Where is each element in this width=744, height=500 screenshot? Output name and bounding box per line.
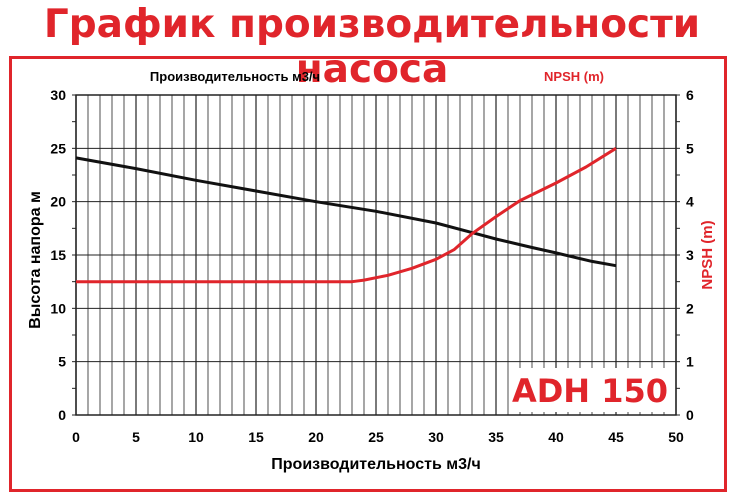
plot-area xyxy=(75,94,677,416)
y2-tick-label: 4 xyxy=(686,194,694,210)
x-tick-label: 40 xyxy=(548,429,564,445)
y2-tick-label: 0 xyxy=(686,407,694,423)
model-label: ADH 150 xyxy=(512,372,668,410)
y-tick-label: 10 xyxy=(50,300,66,316)
x-tick-label: 50 xyxy=(668,429,684,445)
x-tick-label: 45 xyxy=(608,429,624,445)
head-curve xyxy=(75,156,617,268)
y2-axis-label: NPSH (m) xyxy=(699,220,716,289)
y-tick-label: 5 xyxy=(58,354,66,370)
chart-frame xyxy=(9,56,727,492)
x-tick-label: 25 xyxy=(368,429,384,445)
top-axis-label: Производительность м3/ч xyxy=(150,69,320,84)
y-tick-label: 25 xyxy=(50,140,66,156)
npsh-top-label: NPSH (m) xyxy=(544,69,604,84)
x-tick-label: 35 xyxy=(488,429,504,445)
y2-tick-label: 1 xyxy=(686,354,694,370)
page-title: График производительности насоса xyxy=(43,2,701,92)
y-tick-label: 20 xyxy=(50,194,66,210)
model-label-bg xyxy=(512,368,670,412)
y-tick-label: 15 xyxy=(50,247,66,263)
y-axis-label: Высота напора м xyxy=(27,191,44,329)
y-tick-label: 30 xyxy=(50,87,66,103)
y-tick-label: 0 xyxy=(58,407,66,423)
y2-tick-label: 6 xyxy=(686,87,694,103)
x-tick-label: 5 xyxy=(132,429,140,445)
x-tick-label: 30 xyxy=(428,429,444,445)
x-tick-label: 20 xyxy=(308,429,324,445)
npsh-curve xyxy=(76,147,617,284)
y2-tick-label: 2 xyxy=(686,300,694,316)
x-axis-label: Производительность м3/ч xyxy=(271,456,480,473)
x-tick-label: 0 xyxy=(72,429,80,445)
y2-tick-label: 3 xyxy=(686,247,694,263)
x-tick-label: 15 xyxy=(248,429,264,445)
y2-tick-label: 5 xyxy=(686,140,694,156)
x-tick-label: 10 xyxy=(188,429,204,445)
